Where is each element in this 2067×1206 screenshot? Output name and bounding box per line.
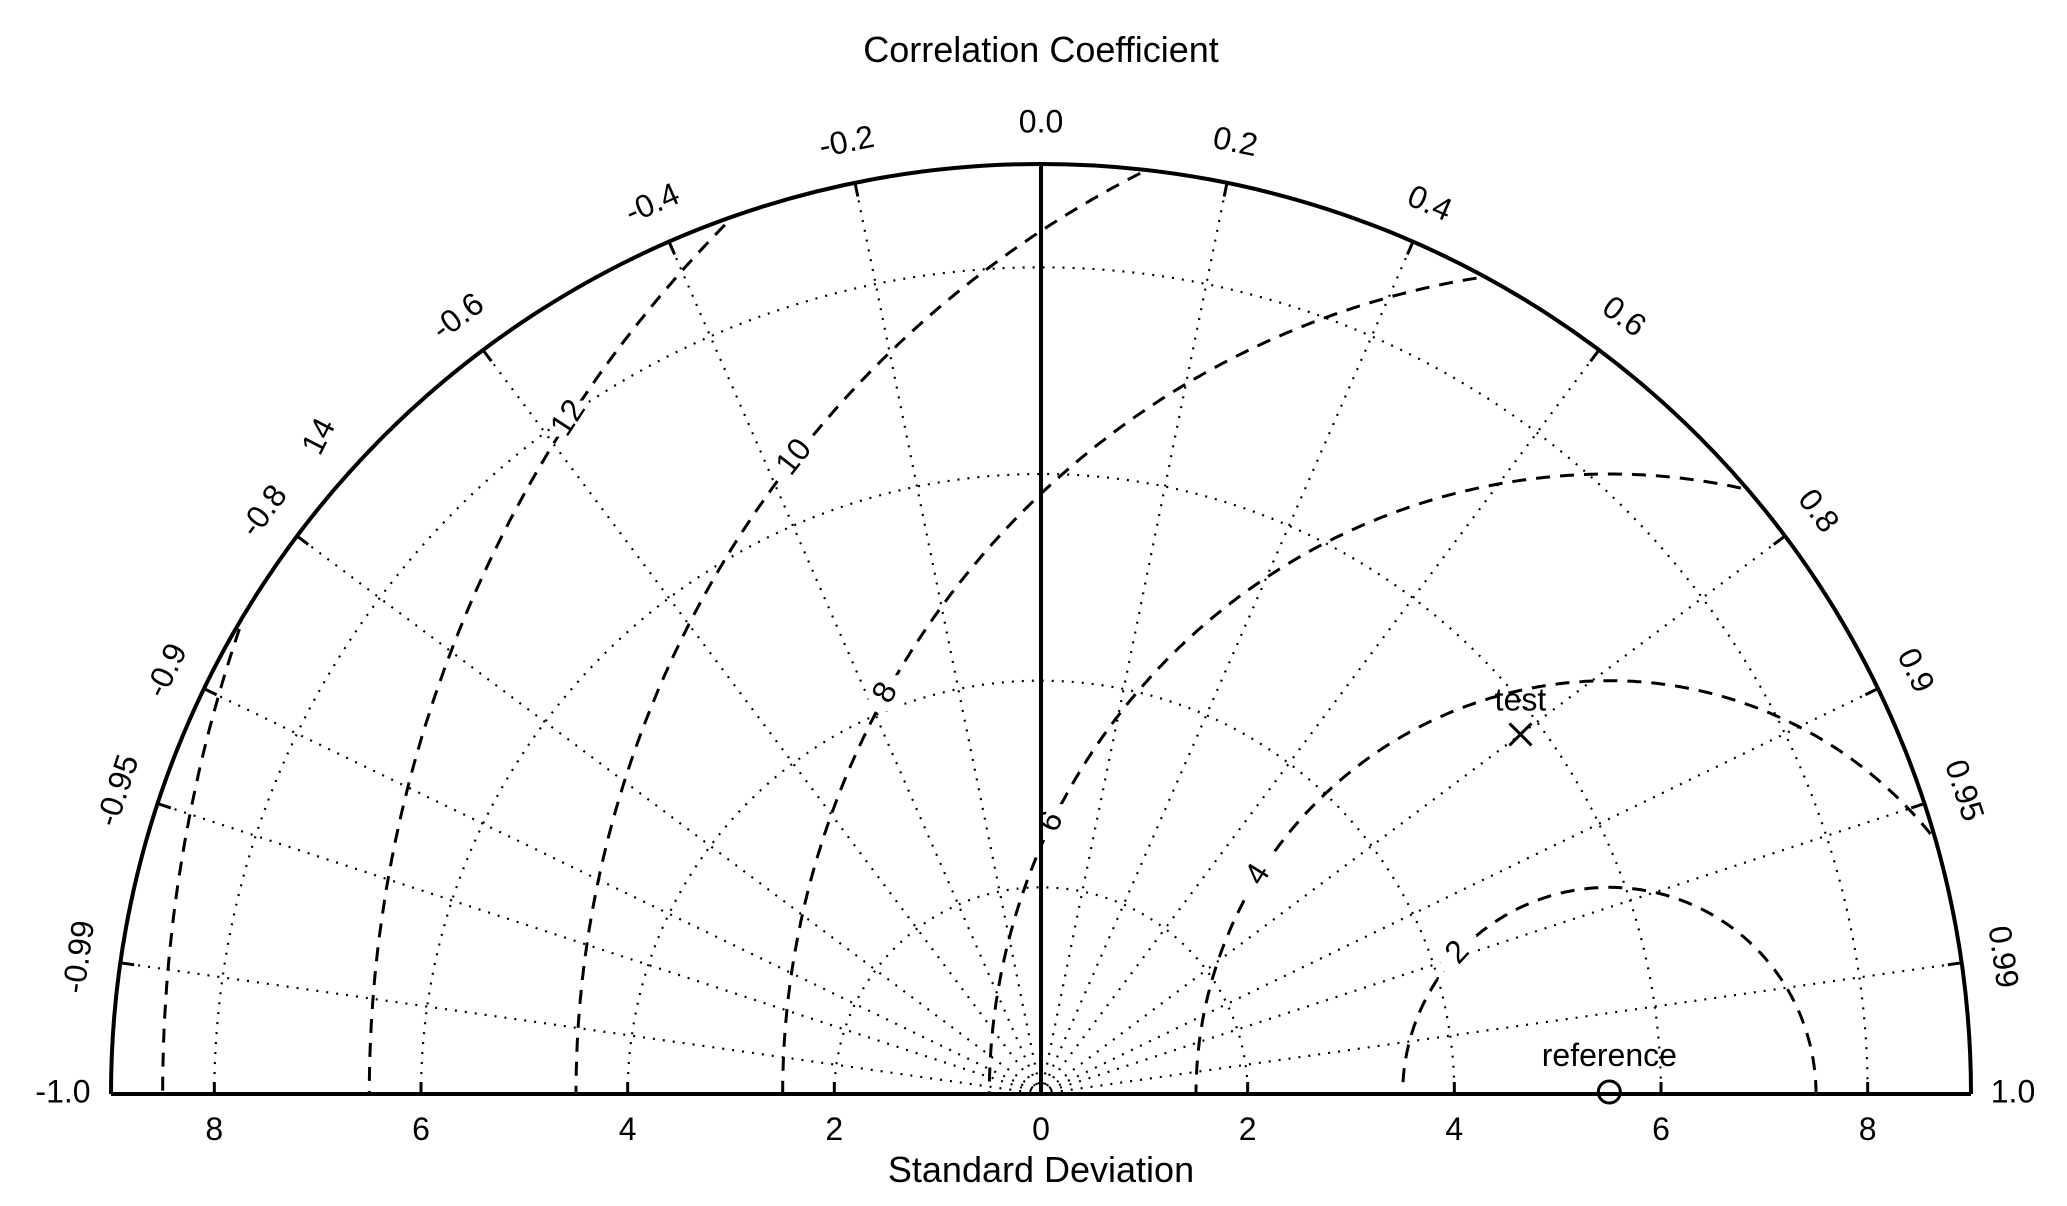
correlation-ray [1040, 349, 1600, 1095]
rms-label-bg [1240, 856, 1277, 893]
rms-contour-4 [1194, 679, 1932, 1094]
correlation-tick-label: 0.0 [1019, 103, 1063, 139]
correlation-tick [1864, 687, 1879, 697]
correlation-tick [1772, 534, 1786, 546]
std-tick-label: 8 [1859, 1111, 1877, 1147]
correlation-tick-label: -0.9 [137, 637, 193, 702]
rms-contour-8 [781, 276, 1477, 1094]
correlation-ray [1040, 535, 1786, 1095]
correlation-ray [120, 961, 1042, 1096]
correlation-ray [157, 802, 1042, 1096]
correlation-tick-label: 0.95 [1938, 755, 1992, 825]
std-tick-label: 2 [1239, 1111, 1257, 1147]
rms-contour-6 [987, 472, 1742, 1094]
correlation-tick-label: 0.4 [1402, 177, 1457, 228]
correlation-tick [667, 241, 676, 256]
std-tick-label: 8 [205, 1111, 223, 1147]
std-tick-label: 6 [412, 1111, 430, 1147]
std-tick-label: 4 [1445, 1111, 1463, 1147]
correlation-ray [1040, 961, 1962, 1096]
correlation-ray [203, 687, 1042, 1095]
correlation-tick [203, 687, 218, 697]
test-marker [1508, 722, 1533, 747]
correlation-tick [296, 534, 310, 546]
correlation-tick-label: -0.2 [816, 118, 877, 164]
tick-labels: -1.0 -0.99 -0.95 -0.9 -0.8 -0.6 -0.4 -0.2 0.0 0.2… [35, 103, 2035, 1147]
std-tick-label: 6 [1652, 1111, 1670, 1147]
correlation-ray [1039, 241, 1415, 1095]
correlation-tick-label: -0.99 [55, 918, 101, 995]
correlation-ray [667, 241, 1043, 1095]
rms-label-bg [1440, 935, 1477, 972]
rms-label-bg [302, 419, 339, 456]
correlation-ray [1040, 802, 1925, 1096]
correlation-tick [120, 961, 135, 967]
correlation-tick-label: 0.99 [1982, 923, 2026, 990]
chart-title: Correlation Coefficient [863, 29, 1219, 70]
rms-contour-2 [1401, 885, 1818, 1094]
correlation-tick [853, 182, 860, 197]
rms-label-bg [777, 439, 814, 476]
reference-label: reference [1542, 1037, 1677, 1073]
reference-marker [1596, 1079, 1622, 1105]
rms-contours [161, 171, 1932, 1094]
correlation-tick [1910, 802, 1925, 810]
grid-layer [120, 164, 1962, 1096]
std-tick-label: 2 [825, 1111, 843, 1147]
x-axis-title: Standard Deviation [888, 1149, 1194, 1190]
std-circle-6 [419, 472, 1663, 1095]
rms-contour-12 [367, 223, 726, 1094]
correlation-tick [1406, 241, 1415, 256]
correlation-tick-label: 1.0 [1991, 1073, 2035, 1109]
correlation-tick-label: -1.0 [35, 1073, 90, 1109]
correlation-tick [157, 802, 172, 810]
std-tick-label: 4 [619, 1111, 637, 1147]
correlation-ray [296, 535, 1042, 1095]
outer-arc [109, 162, 1973, 1095]
diagram-frame [109, 162, 1973, 1096]
rms-label-bg [551, 400, 588, 437]
test-label: test [1495, 681, 1547, 717]
correlation-ray [482, 349, 1042, 1095]
correlation-ray [1040, 687, 1879, 1095]
std-tick-label: 0 [1032, 1111, 1050, 1147]
correlation-tick-label: -0.8 [232, 478, 294, 544]
std-circle-2 [833, 886, 1249, 1095]
correlation-tick-label: 0.6 [1596, 288, 1653, 343]
correlation-ray [853, 182, 1043, 1095]
correlation-tick [1947, 961, 1962, 967]
rms-label-bg [868, 675, 905, 712]
correlation-tick-label: 0.8 [1791, 482, 1846, 539]
correlation-tick-label: 0.2 [1210, 119, 1261, 163]
correlation-ray [1039, 182, 1229, 1095]
correlation-tick-label: -0.4 [620, 175, 685, 230]
correlation-tick-label: 0.9 [1890, 642, 1942, 698]
correlation-tick [1589, 349, 1601, 363]
rms-contour-14 [161, 628, 241, 1094]
data-points: reference test [1495, 681, 1677, 1105]
correlation-tick [481, 349, 493, 363]
correlation-tick-label: -0.95 [89, 750, 146, 831]
correlation-tick [1222, 182, 1229, 197]
rms-contour-10 [574, 171, 1141, 1094]
correlation-tick-label: -0.6 [425, 285, 491, 347]
